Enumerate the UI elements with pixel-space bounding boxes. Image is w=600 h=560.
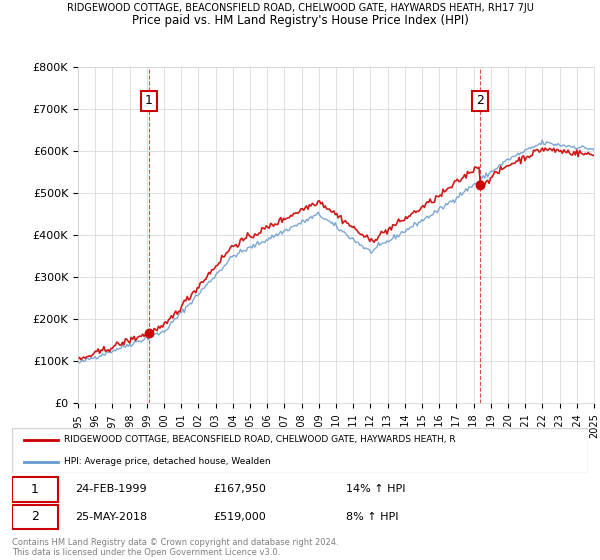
Text: 2: 2	[476, 94, 484, 108]
FancyBboxPatch shape	[12, 428, 588, 473]
FancyBboxPatch shape	[12, 477, 58, 502]
Text: 1: 1	[31, 483, 39, 496]
Text: HPI: Average price, detached house, Wealden: HPI: Average price, detached house, Weal…	[64, 458, 271, 466]
Text: 25-MAY-2018: 25-MAY-2018	[76, 512, 148, 522]
FancyBboxPatch shape	[12, 505, 58, 529]
Text: Contains HM Land Registry data © Crown copyright and database right 2024.
This d: Contains HM Land Registry data © Crown c…	[12, 538, 338, 557]
Text: Price paid vs. HM Land Registry's House Price Index (HPI): Price paid vs. HM Land Registry's House …	[131, 14, 469, 27]
Text: 1: 1	[145, 94, 153, 108]
Text: 8% ↑ HPI: 8% ↑ HPI	[346, 512, 398, 522]
Text: 24-FEB-1999: 24-FEB-1999	[76, 484, 147, 494]
Text: RIDGEWOOD COTTAGE, BEACONSFIELD ROAD, CHELWOOD GATE, HAYWARDS HEATH, R: RIDGEWOOD COTTAGE, BEACONSFIELD ROAD, CH…	[64, 435, 455, 444]
Text: 14% ↑ HPI: 14% ↑ HPI	[346, 484, 406, 494]
Text: 2: 2	[31, 510, 39, 524]
Text: £167,950: £167,950	[214, 484, 266, 494]
Text: RIDGEWOOD COTTAGE, BEACONSFIELD ROAD, CHELWOOD GATE, HAYWARDS HEATH, RH17 7JU: RIDGEWOOD COTTAGE, BEACONSFIELD ROAD, CH…	[67, 3, 533, 13]
Text: £519,000: £519,000	[214, 512, 266, 522]
